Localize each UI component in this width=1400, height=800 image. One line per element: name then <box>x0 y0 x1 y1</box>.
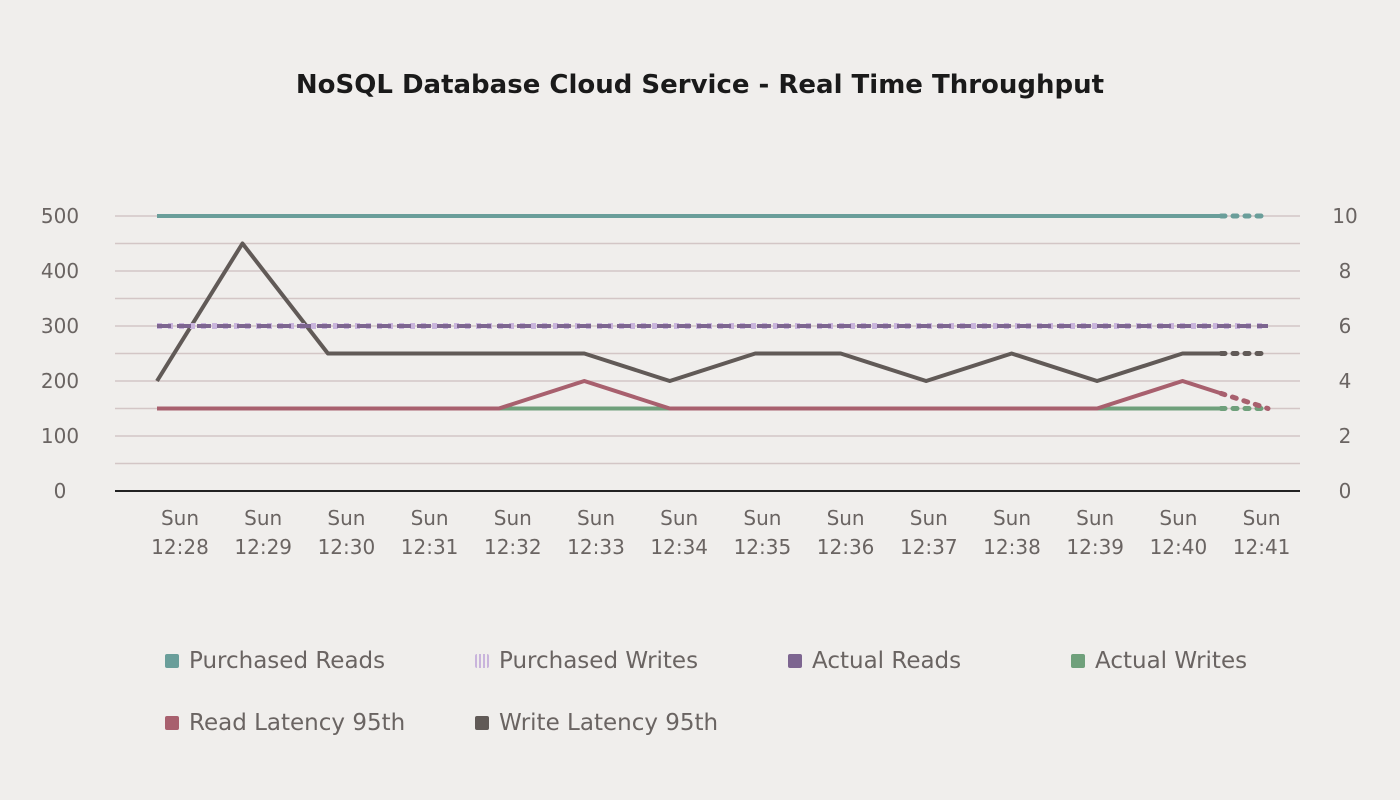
legend-item[interactable]: Write Latency 95th <box>475 710 775 736</box>
legend: Purchased Reads Purchased Writes Actual Re… <box>165 648 1315 736</box>
x-tick-label: 12:39 <box>1066 535 1124 559</box>
y-left-tick-label: 400 <box>41 259 79 283</box>
x-tick-label: 12:40 <box>1150 535 1208 559</box>
y-right-tick-label: 10 <box>1332 204 1357 228</box>
x-tick-label: Sun <box>660 506 698 530</box>
legend-item[interactable]: Actual Reads <box>788 648 1071 674</box>
x-tick-label: 12:30 <box>318 535 376 559</box>
legend-swatch <box>475 654 489 668</box>
x-tick-label: 12:37 <box>900 535 958 559</box>
x-tick-label: 12:28 <box>151 535 209 559</box>
x-tick-label: Sun <box>1159 506 1197 530</box>
x-tick-label: 12:41 <box>1233 535 1291 559</box>
y-left-tick-label: 300 <box>41 314 79 338</box>
x-tick-label: Sun <box>743 506 781 530</box>
y-right-tick-label: 4 <box>1339 369 1352 393</box>
x-tick-label: Sun <box>1076 506 1114 530</box>
legend-swatch <box>1071 654 1085 668</box>
x-tick-label: 12:35 <box>734 535 792 559</box>
legend-item[interactable]: Actual Writes <box>1071 648 1311 674</box>
x-tick-label: 12:34 <box>650 535 708 559</box>
x-tick-label: Sun <box>327 506 365 530</box>
x-tick-label: Sun <box>910 506 948 530</box>
x-tick-label: 12:38 <box>983 535 1041 559</box>
y-left-tick-label: 200 <box>41 369 79 393</box>
x-tick-label: Sun <box>577 506 615 530</box>
y-left-tick-label: 0 <box>54 479 67 503</box>
legend-swatch <box>165 654 179 668</box>
x-tick-label: Sun <box>411 506 449 530</box>
legend-label: Purchased Writes <box>499 648 699 674</box>
x-tick-label: Sun <box>993 506 1031 530</box>
legend-swatch <box>475 716 489 730</box>
legend-label: Purchased Reads <box>189 648 386 674</box>
line-chart: 0 100 200 300 400 500 0 2 4 6 8 10 Sun 12:28 Sun 12:29 S… <box>41 204 1358 559</box>
x-tick-label: 12:29 <box>234 535 292 559</box>
legend-item[interactable]: Purchased Reads <box>165 648 475 674</box>
x-tick-label: 12:32 <box>484 535 542 559</box>
read-latency-95th-line <box>157 379 1222 411</box>
read-latency-95th-line-projection <box>1218 390 1271 411</box>
write-latency-95th-line <box>155 241 1221 383</box>
x-tick-label: Sun <box>244 506 282 530</box>
legend-swatch <box>165 716 179 730</box>
y-right-tick-label: 6 <box>1339 314 1352 338</box>
y-right-tick-label: 8 <box>1339 259 1352 283</box>
y-left-tick-label: 100 <box>41 424 79 448</box>
legend-item[interactable]: Purchased Writes <box>475 648 788 674</box>
chart-title: NoSQL Database Cloud Service - Real Time… <box>295 70 1105 100</box>
x-tick-label: Sun <box>1243 506 1281 530</box>
y-left-tick-label: 500 <box>41 204 79 228</box>
x-tick-label: 12:36 <box>817 535 875 559</box>
x-tick-label: 12:33 <box>567 535 625 559</box>
y-right-tick-label: 0 <box>1339 479 1352 503</box>
legend-label: Read Latency 95th <box>189 710 406 736</box>
legend-swatch <box>788 654 802 668</box>
x-tick-label: Sun <box>494 506 532 530</box>
legend-label: Write Latency 95th <box>499 710 719 736</box>
legend-label: Actual Reads <box>812 648 962 674</box>
x-tick-label: Sun <box>161 506 199 530</box>
x-tick-label: Sun <box>827 506 865 530</box>
y-right-tick-label: 2 <box>1339 424 1352 448</box>
legend-label: Actual Writes <box>1095 648 1248 674</box>
x-tick-label: 12:31 <box>401 535 459 559</box>
legend-item[interactable]: Read Latency 95th <box>165 710 475 736</box>
